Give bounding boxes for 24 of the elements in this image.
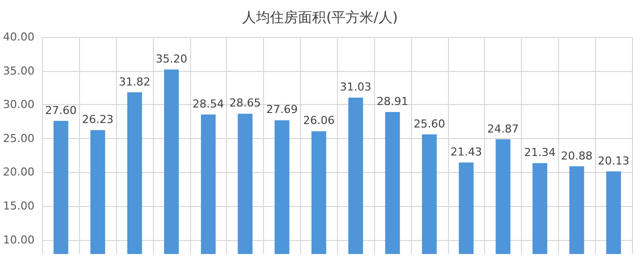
data-label: 31.03 [340,80,372,94]
data-label: 28.91 [376,94,408,108]
data-label: 20.88 [560,149,592,162]
data-label: 28.65 [229,96,261,110]
data-label: 21.34 [524,146,556,160]
data-label: 27.60 [45,104,77,117]
data-label: 20.13 [598,154,630,168]
y-tick-label: 20.00 [2,166,34,179]
data-label: 28.54 [192,97,224,110]
data-label: 35.20 [156,52,188,66]
data-label: 21.43 [450,146,482,159]
data-label: 24.87 [487,122,519,136]
y-tick-label: 40.00 [2,30,34,44]
y-tick-label: 15.00 [2,200,34,213]
data-label: 26.06 [303,114,335,128]
data-label: 27.69 [266,103,298,116]
y-tick-label: 30.00 [2,98,34,112]
chart-title: 人均住房面积(平方米/人) [242,10,398,26]
data-label: 31.82 [118,75,150,88]
y-tick-label: 25.00 [2,132,34,145]
data-label: 25.60 [414,117,446,130]
data-label: 26.23 [82,113,114,126]
y-tick-label: 35.00 [2,64,34,78]
y-tick-label: 10.00 [2,233,34,246]
